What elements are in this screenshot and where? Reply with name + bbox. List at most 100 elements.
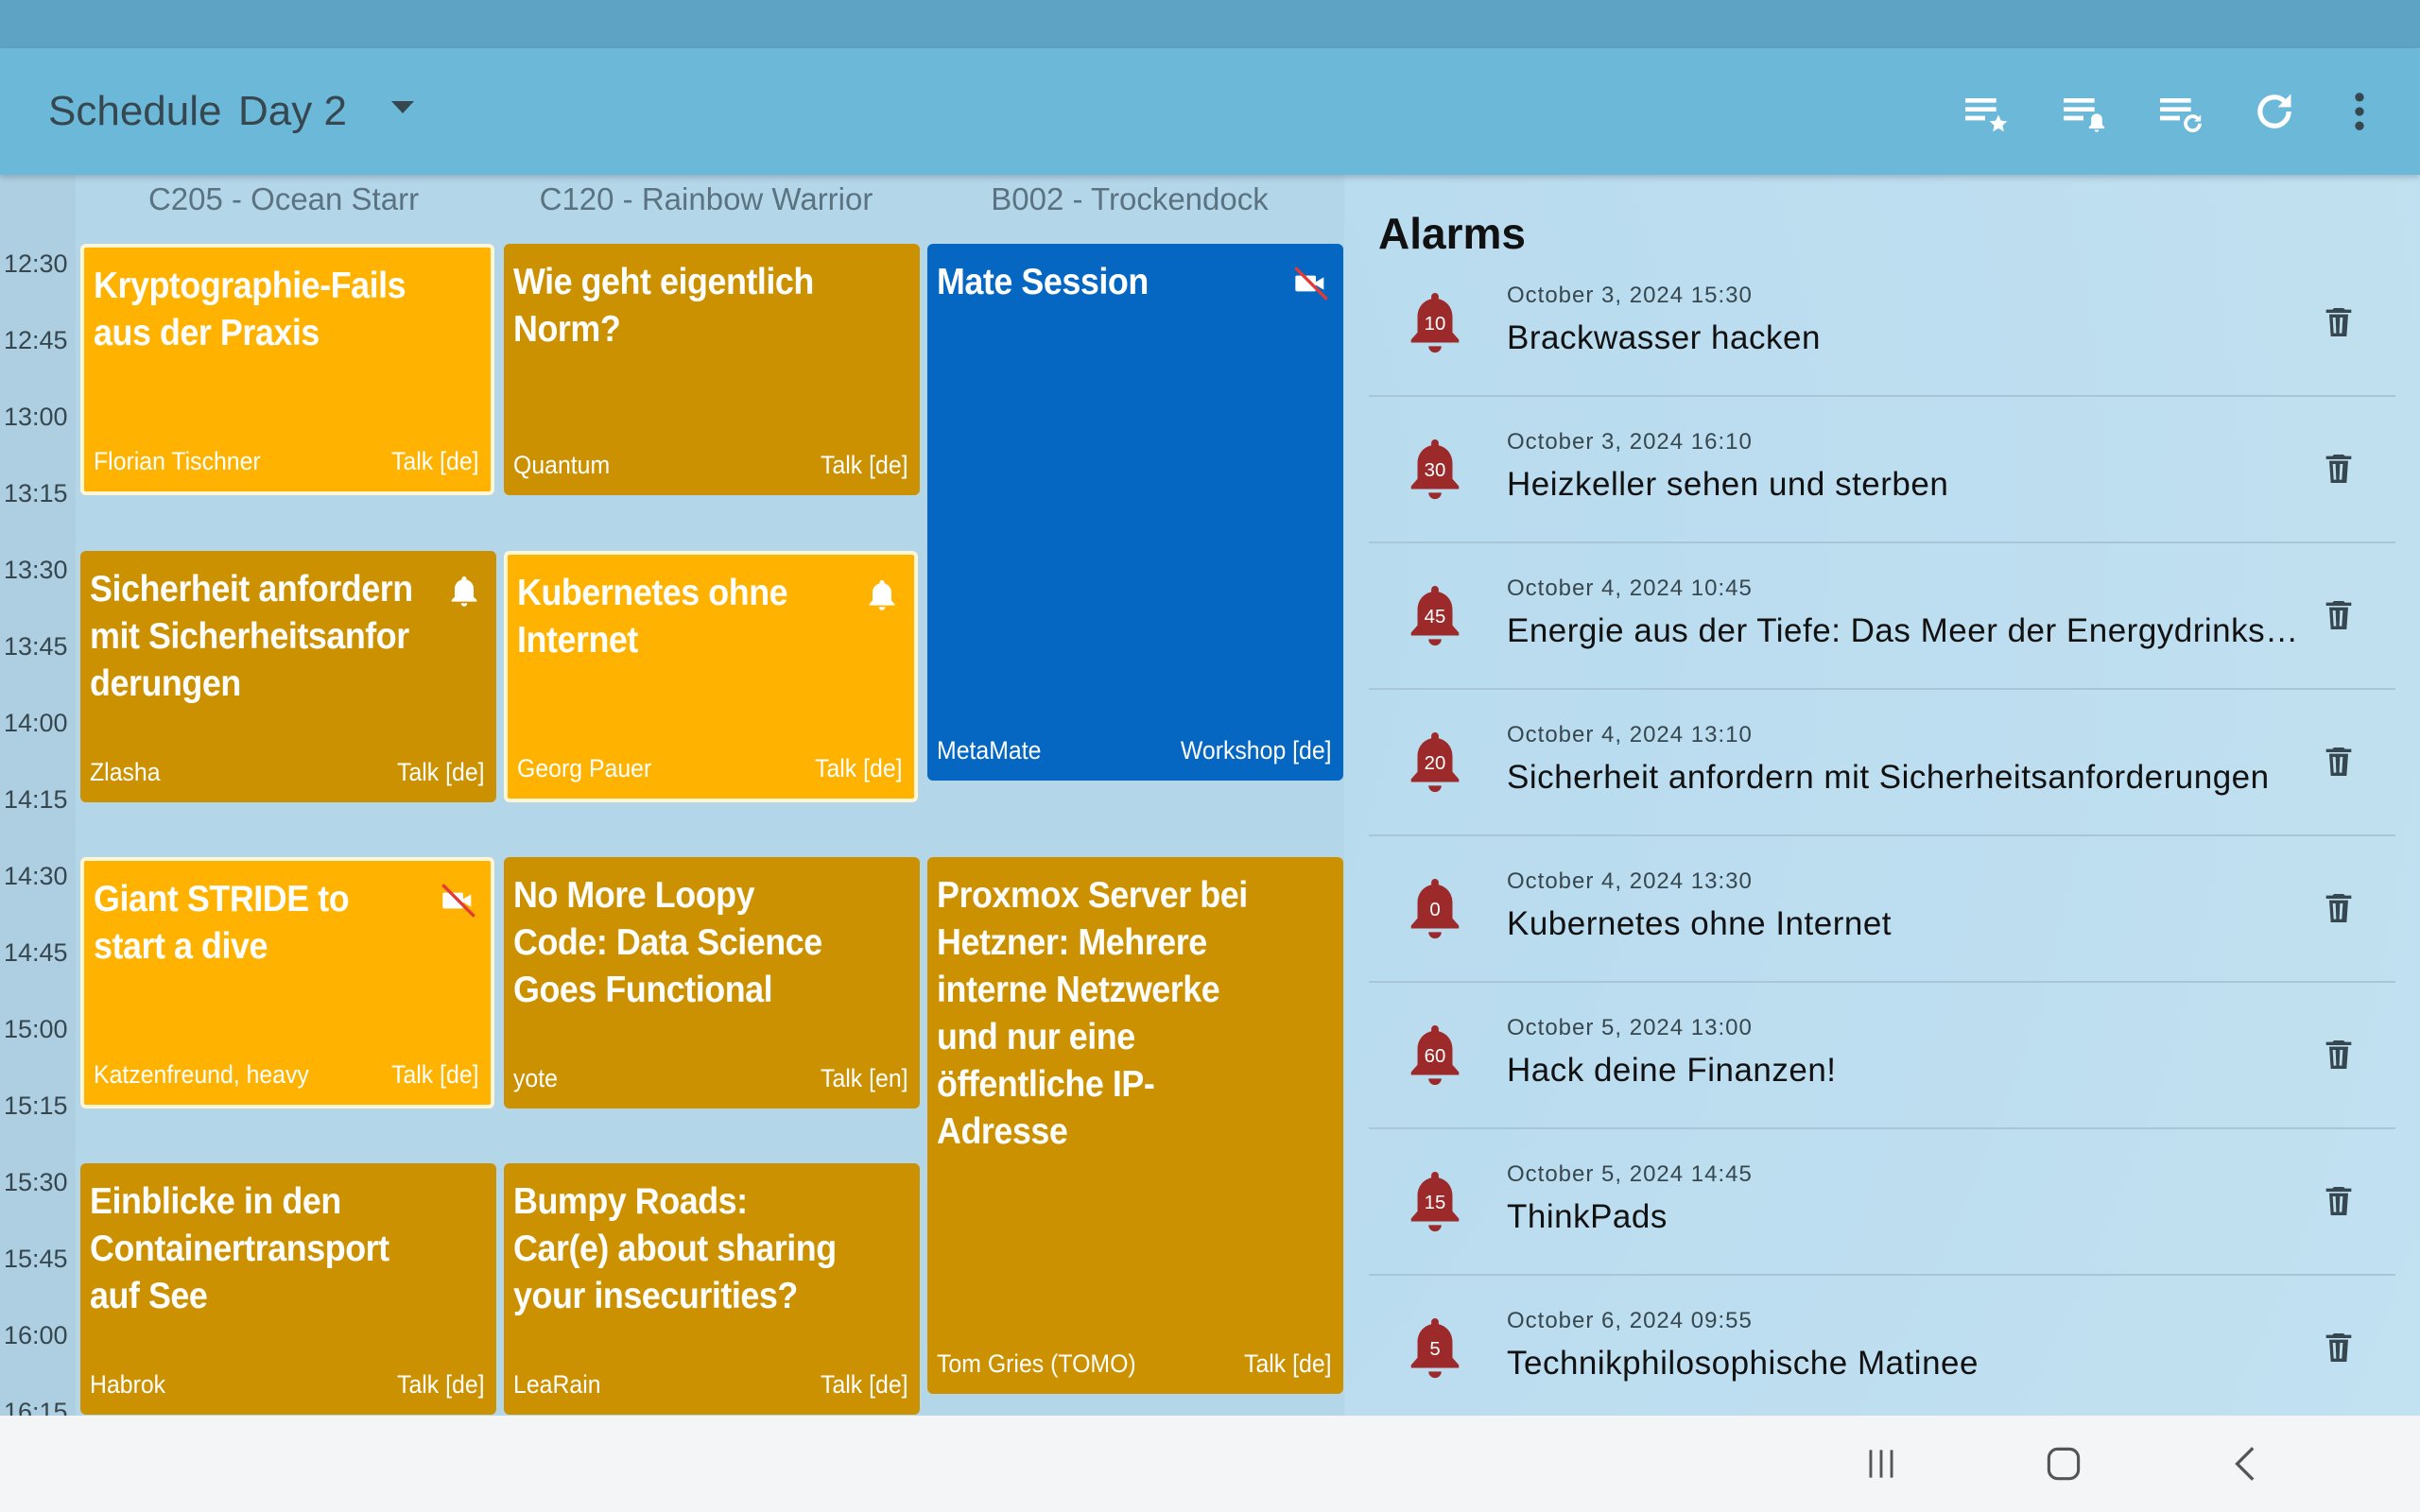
alarm-session-title: Technikphilosophische Matinee: [1507, 1345, 1979, 1382]
alarm-date: October 6, 2024 09:55: [1507, 1308, 1753, 1333]
delete-icon[interactable]: [2320, 1034, 2358, 1075]
alarm-item[interactable]: 10 October 3, 2024 15:30 Brackwasser hacke…: [1369, 249, 2395, 397]
alarm-list-icon[interactable]: [2051, 79, 2116, 144]
alarm-item[interactable]: 15 October 5, 2024 14:45 ThinkPads: [1369, 1127, 2395, 1276]
event-card[interactable]: Einblicke in den Containertransport auf …: [80, 1163, 496, 1415]
event-type: Talk [de]: [397, 758, 485, 786]
event-card[interactable]: Mate Session MetaMate Workshop [de]: [927, 244, 1343, 781]
alarm-minutes: 45: [1425, 607, 1446, 627]
alarm-date: October 5, 2024 13:00: [1507, 1015, 1753, 1040]
changes-list-icon[interactable]: [2148, 79, 2212, 144]
delete-icon[interactable]: [2320, 448, 2358, 490]
delete-icon[interactable]: [2320, 301, 2358, 343]
time-label: 15:30: [4, 1168, 68, 1196]
delete-icon[interactable]: [2320, 1327, 2358, 1368]
alarm-bell-icon: 30: [1410, 438, 1460, 500]
recent-apps-icon[interactable]: [1858, 1440, 1905, 1487]
back-icon[interactable]: [2223, 1440, 2271, 1487]
alarm-bell-icon: 45: [1410, 585, 1460, 646]
alarm-minutes: 10: [1425, 314, 1446, 335]
alarm-date: October 4, 2024 13:10: [1507, 722, 1753, 747]
event-card[interactable]: Wie geht eigentlich Norm? Quantum Talk […: [504, 244, 920, 495]
time-label: 15:45: [4, 1245, 68, 1273]
starred-list-icon[interactable]: [1953, 79, 2017, 144]
time-label: 14:45: [4, 938, 68, 967]
alarm-item[interactable]: 60 October 5, 2024 13:00 Hack deine Finanz…: [1369, 981, 2395, 1129]
alarm-bell-icon: 15: [1410, 1171, 1460, 1232]
alarm-item[interactable]: 30 October 3, 2024 16:10 Heizkeller sehen …: [1369, 395, 2395, 543]
event-title: Einblicke in den Containertransport auf …: [90, 1181, 389, 1316]
no-video-icon: [441, 884, 475, 918]
event-speaker: MetaMate: [937, 736, 1042, 765]
event-title: No More Loopy Code: Data Science Goes Fu…: [513, 875, 822, 1010]
event-card[interactable]: Giant STRIDE to start a dive Katzenfreun…: [80, 857, 494, 1108]
event-card[interactable]: Bumpy Roads: Car(e) about sharing your i…: [504, 1163, 920, 1415]
day-selector[interactable]: Day 2: [238, 88, 347, 134]
event-speaker: Tom Gries (TOMO): [937, 1349, 1136, 1378]
alarm-session-title: Kubernetes ohne Internet: [1507, 905, 1893, 942]
delete-icon[interactable]: [2320, 594, 2358, 636]
alarm-item[interactable]: 20 October 4, 2024 13:10 Sicherheit anford…: [1369, 688, 2395, 836]
event-speaker: Zlasha: [90, 758, 161, 786]
alarm-date: October 4, 2024 10:45: [1507, 576, 1753, 601]
time-label: 13:45: [4, 632, 68, 661]
event-card[interactable]: Kryptographie-Fails aus der Praxis Flori…: [80, 244, 494, 495]
event-title: Bumpy Roads: Car(e) about sharing your i…: [513, 1181, 837, 1316]
event-speaker: yote: [513, 1064, 558, 1092]
event-type: Talk [en]: [821, 1064, 908, 1092]
time-label: 13:30: [4, 556, 68, 584]
time-label: 13:15: [4, 479, 68, 507]
time-label: 16:15: [4, 1398, 68, 1416]
event-title: Giant STRIDE to start a dive: [94, 879, 350, 967]
bell-icon: [869, 580, 895, 610]
time-label: 12:45: [4, 326, 68, 354]
event-title: Kubernetes ohne Internet: [517, 573, 788, 661]
event-type: Talk [de]: [1244, 1349, 1332, 1378]
alarm-date: October 4, 2024 13:30: [1507, 868, 1753, 894]
event-title: Mate Session: [937, 262, 1149, 302]
alarm-bell-icon: 10: [1410, 292, 1460, 353]
time-label: 16:00: [4, 1321, 68, 1349]
time-label: 14:30: [4, 862, 68, 890]
event-speaker: Georg Pauer: [517, 754, 652, 782]
toolbar-title: Schedule: [48, 88, 222, 134]
alarm-item[interactable]: 45 October 4, 2024 10:45 Energie aus der T…: [1369, 541, 2395, 690]
time-label: 12:30: [4, 249, 68, 278]
alarm-bell-icon: 0: [1410, 878, 1460, 939]
delete-icon[interactable]: [2320, 741, 2358, 782]
status-bar: [0, 0, 2420, 48]
time-label: 14:00: [4, 709, 68, 737]
overflow-menu-icon[interactable]: [2327, 79, 2392, 144]
event-speaker: Habrok: [90, 1370, 166, 1399]
event-card[interactable]: Kubernetes ohne Internet Georg Pauer Tal…: [504, 551, 918, 802]
alarm-item[interactable]: 5 October 6, 2024 09:55 Technikphilosophis…: [1369, 1274, 2395, 1422]
alarm-bell-icon: 60: [1410, 1024, 1460, 1086]
event-title: Sicherheit anfordern mit Sicherheitsanfo…: [90, 569, 413, 704]
home-icon[interactable]: [2040, 1440, 2087, 1487]
alarms-title: Alarms: [1378, 209, 1526, 258]
delete-icon[interactable]: [2320, 1180, 2358, 1222]
schedule-grid[interactable]: 12:30 12:45 13:00 13:15 13:30 13:45 14:0…: [0, 175, 1344, 1416]
alarm-date: October 3, 2024 16:10: [1507, 429, 1753, 455]
event-card[interactable]: Proxmox Server bei Hetzner: Mehrere inte…: [927, 857, 1343, 1394]
alarm-item[interactable]: 0 October 4, 2024 13:30 Kubernetes ohne In…: [1369, 834, 2395, 983]
refresh-icon[interactable]: [2242, 79, 2307, 144]
event-speaker: Katzenfreund, heavy: [94, 1060, 309, 1089]
alarm-session-title: Hack deine Finanzen!: [1507, 1052, 1837, 1089]
main-content: 12:30 12:45 13:00 13:15 13:30 13:45 14:0…: [0, 175, 2420, 1422]
event-card[interactable]: No More Loopy Code: Data Science Goes Fu…: [504, 857, 920, 1108]
alarm-session-title: Heizkeller sehen und sterben: [1507, 466, 1949, 503]
event-card[interactable]: Sicherheit anfordern mit Sicherheitsanfo…: [80, 551, 496, 802]
time-label: 14:15: [4, 785, 68, 814]
time-column: 12:30 12:45 13:00 13:15 13:30 13:45 14:0…: [0, 175, 76, 1416]
alarm-minutes: 5: [1429, 1339, 1440, 1360]
alarm-session-title: ThinkPads: [1507, 1198, 1668, 1235]
alarm-session-title: Brackwasser hacken: [1507, 319, 1821, 356]
chevron-down-icon[interactable]: [391, 101, 414, 113]
alarm-minutes: 30: [1425, 460, 1446, 481]
alarm-session-title: Sicherheit anfordern mit Sicherheitsanfo…: [1507, 759, 2270, 796]
delete-icon[interactable]: [2320, 887, 2358, 929]
no-video-icon: [1294, 266, 1328, 301]
alarm-bell-icon: 5: [1410, 1317, 1460, 1379]
room-header: C120 - Rainbow Warrior: [539, 181, 873, 216]
